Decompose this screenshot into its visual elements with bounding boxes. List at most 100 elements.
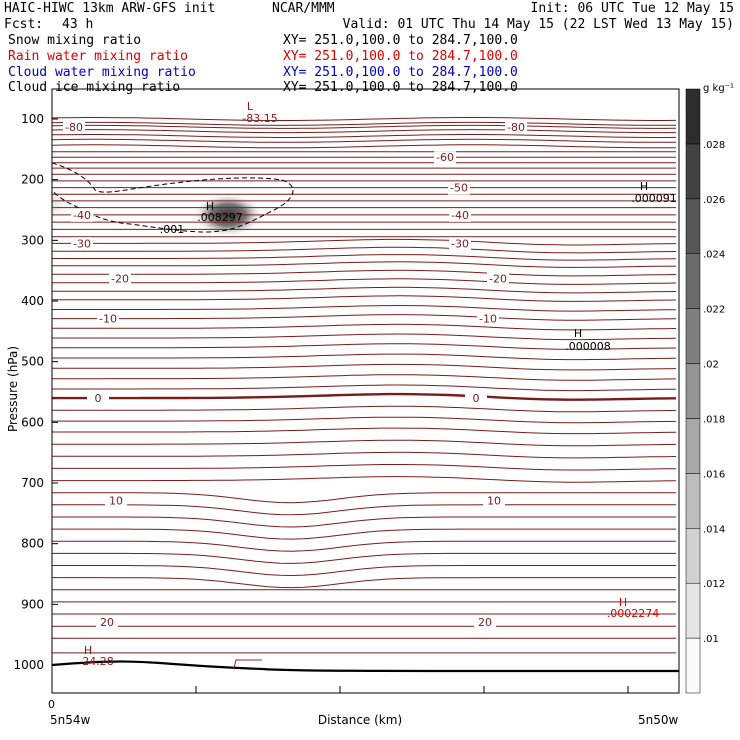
y-tick-label: 400 bbox=[21, 294, 44, 308]
contour-label-bg bbox=[434, 151, 456, 165]
colorbar-band bbox=[685, 637, 701, 694]
contour-label-bg bbox=[87, 392, 109, 406]
isotherm-line bbox=[52, 405, 677, 413]
contour-label: -40 bbox=[451, 209, 469, 222]
isotherm-line bbox=[52, 427, 677, 435]
isotherm-line bbox=[52, 254, 677, 261]
contour-label: -80 bbox=[65, 121, 83, 134]
isotherm-line bbox=[52, 144, 677, 149]
contour-label: -60 bbox=[436, 151, 454, 164]
field-xy-rain: XY= 251.0,100.0 to 284.7,100.0 bbox=[283, 49, 518, 64]
isotherm-line bbox=[52, 516, 676, 528]
extremum-letter: L bbox=[247, 100, 254, 113]
extremum-letter: H bbox=[84, 644, 92, 657]
extremum-letter: H bbox=[574, 327, 582, 340]
isotherm-line bbox=[52, 129, 676, 134]
colorbar-band bbox=[685, 143, 701, 200]
contour-label-bg bbox=[105, 494, 127, 508]
isotherm-line bbox=[52, 238, 677, 246]
contour-label-bg bbox=[71, 237, 93, 251]
colorbar-label: .02 bbox=[703, 360, 719, 371]
y-tick-label: 700 bbox=[21, 476, 44, 490]
x-end-label: 5n50w bbox=[638, 713, 679, 727]
institution: NCAR/MMM bbox=[272, 1, 335, 16]
isotherm-line bbox=[52, 134, 677, 138]
isotherm-line bbox=[52, 286, 677, 294]
contour-label: 0 bbox=[473, 392, 480, 405]
cloud-ice-contour-label: .001 bbox=[160, 223, 185, 236]
colorbar-label: .024 bbox=[703, 250, 725, 261]
contour-label-bg bbox=[71, 208, 93, 222]
colorbar-band bbox=[685, 473, 701, 529]
field-name-rain: Rain water mixing ratio bbox=[8, 49, 189, 64]
contour-label-bg bbox=[449, 208, 471, 222]
extremum-value: .0002274 bbox=[607, 607, 660, 620]
colorbar-label: .018 bbox=[703, 414, 725, 425]
isotherm-line bbox=[52, 565, 676, 577]
contour-label: -30 bbox=[73, 237, 91, 250]
colorbar-label: .022 bbox=[703, 305, 725, 316]
field-name-cloud-water: Cloud water mixing ratio bbox=[8, 65, 196, 80]
colorbar-band bbox=[685, 308, 701, 364]
colorbar-band bbox=[685, 88, 701, 145]
isotherm-line bbox=[52, 552, 676, 564]
terrain-line bbox=[51, 660, 680, 673]
y-tick-label: 600 bbox=[21, 415, 44, 429]
field-name-cloud-ice: Cloud ice mixing ratio bbox=[8, 80, 181, 95]
contour-label-bg bbox=[448, 181, 470, 195]
field-name-snow: Snow mixing ratio bbox=[8, 33, 142, 48]
contour-label-bg bbox=[505, 120, 527, 134]
isotherm-line bbox=[52, 492, 676, 504]
isotherm-line bbox=[52, 314, 677, 321]
fcst-value: 43 h bbox=[62, 17, 94, 32]
isotherm-line bbox=[52, 374, 677, 381]
extremum-letter: H bbox=[206, 200, 214, 213]
y-tick-label: 800 bbox=[21, 537, 44, 551]
contour-label-bg bbox=[449, 237, 471, 251]
valid-time: Valid: 01 UTC Thu 14 May 15 (22 LST Wed … bbox=[342, 17, 734, 32]
contour-label: 20 bbox=[478, 616, 492, 629]
isotherm-line bbox=[52, 124, 677, 129]
contour-label: -20 bbox=[489, 273, 507, 286]
isotherm-line bbox=[52, 540, 676, 552]
isotherm-line bbox=[52, 451, 677, 459]
isotherm-line bbox=[52, 416, 677, 424]
extremum-letter: H bbox=[640, 180, 648, 193]
colorbar-band bbox=[685, 582, 701, 639]
isotherm-line bbox=[52, 439, 677, 447]
colorbar-band bbox=[685, 198, 701, 254]
contour-label-bg bbox=[483, 494, 505, 508]
isotherm-line bbox=[52, 577, 676, 589]
contour-label: -80 bbox=[507, 121, 525, 134]
y-tick-label: 500 bbox=[21, 355, 44, 369]
contour-label-bg bbox=[487, 272, 509, 286]
x-tick-label-0: 0 bbox=[48, 698, 55, 711]
contour-label: -10 bbox=[479, 313, 497, 326]
isotherm-line bbox=[52, 504, 676, 516]
isotherm-line bbox=[52, 138, 676, 143]
y-tick-label: 300 bbox=[21, 233, 44, 247]
isotherm-line bbox=[52, 121, 676, 126]
contour-label-bg bbox=[96, 615, 118, 629]
isotherm-line bbox=[52, 117, 677, 121]
colorbar-label: .014 bbox=[703, 524, 725, 535]
field-xy-cloud-water: XY= 251.0,100.0 to 284.7,100.0 bbox=[283, 65, 518, 80]
title-left: HAIC-HIWC 13km ARW-GFS init bbox=[4, 1, 216, 16]
y-tick-label: 100 bbox=[21, 112, 44, 126]
y-tick-label: 900 bbox=[21, 597, 44, 611]
isotherm-line bbox=[52, 464, 677, 471]
y-axis-label: Pressure (hPa) bbox=[6, 345, 20, 433]
colorbar-label: .028 bbox=[703, 140, 725, 151]
colorbar-unit: g kg⁻¹ bbox=[703, 83, 734, 94]
extremum-letter: H bbox=[619, 596, 627, 609]
colorbar-band bbox=[685, 528, 701, 584]
isotherm-line bbox=[52, 278, 677, 285]
colorbar-label: .01 bbox=[703, 634, 719, 645]
colorbar-band bbox=[685, 253, 701, 309]
contour-label-bg bbox=[477, 312, 499, 326]
isotherm-line bbox=[52, 392, 677, 401]
x-axis-label: Distance (km) bbox=[317, 713, 403, 727]
contour-label: -10 bbox=[99, 313, 117, 326]
contour-label: -50 bbox=[450, 182, 468, 195]
colorbar-label: .016 bbox=[703, 469, 725, 480]
